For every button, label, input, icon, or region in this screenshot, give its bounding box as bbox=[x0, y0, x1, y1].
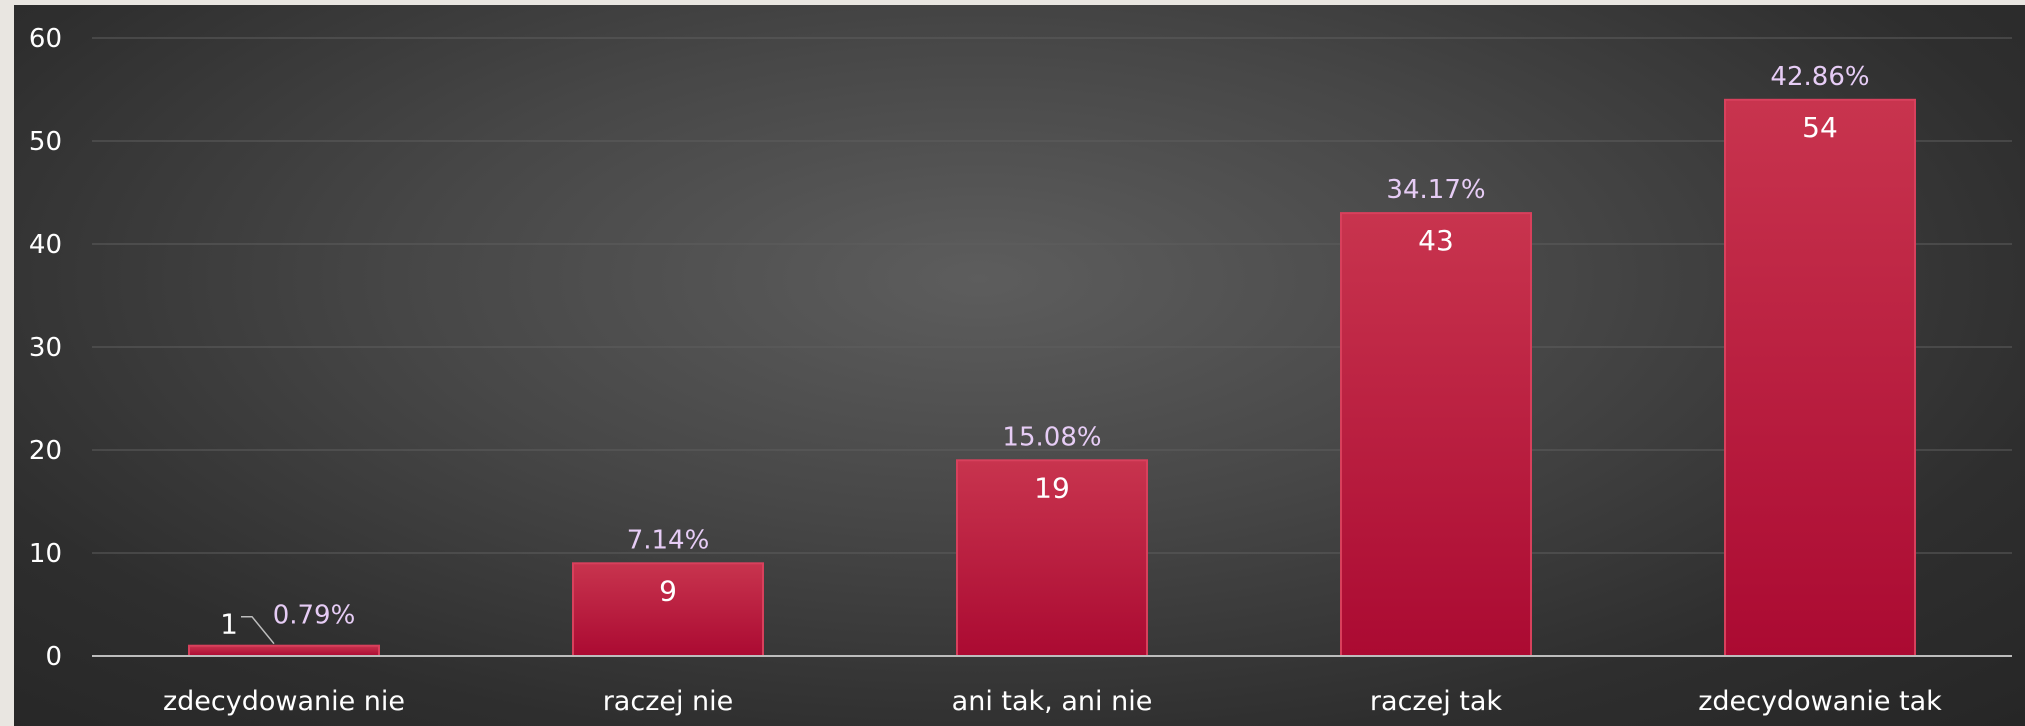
value-label: 54 bbox=[1802, 111, 1838, 144]
y-tick-label: 50 bbox=[29, 127, 62, 157]
value-label: 19 bbox=[1034, 471, 1070, 504]
bar bbox=[188, 644, 380, 658]
bar bbox=[956, 459, 1148, 657]
bar-chart: 0 10 20 30 40 50 60 1 0.79% 9 7.14% 19 15.08% 43 34.1… bbox=[29, 24, 2012, 717]
percent-label: 15.08% bbox=[1002, 422, 1101, 452]
y-tick-label: 0 bbox=[45, 642, 62, 672]
y-tick-label: 20 bbox=[29, 436, 62, 466]
bar bbox=[1724, 98, 1916, 658]
percent-label: 42.86% bbox=[1770, 62, 1869, 92]
category-label: ani tak, ani nie bbox=[952, 686, 1153, 717]
category-label: raczej tak bbox=[1370, 686, 1502, 717]
value-label: 1 bbox=[220, 608, 238, 641]
percent-label: 0.79% bbox=[273, 601, 356, 631]
bars bbox=[188, 98, 1916, 658]
value-label: 9 bbox=[659, 574, 677, 607]
y-tick-label: 30 bbox=[29, 333, 62, 363]
value-label: 43 bbox=[1418, 224, 1454, 257]
y-tick-label: 40 bbox=[29, 230, 62, 260]
category-label: zdecydowanie tak bbox=[1698, 686, 1942, 717]
x-axis-categories: zdecydowanie nie raczej nie ani tak, ani n… bbox=[163, 686, 1942, 717]
category-label: zdecydowanie nie bbox=[163, 686, 405, 717]
percent-label: 7.14% bbox=[627, 525, 710, 555]
y-tick-label: 10 bbox=[29, 539, 62, 569]
y-axis-ticks: 0 10 20 30 40 50 60 bbox=[29, 24, 62, 672]
chart-area: 0 10 20 30 40 50 60 1 0.79% 9 7.14% 19 15.08% 43 34.1… bbox=[14, 5, 2025, 726]
category-label: raczej nie bbox=[603, 686, 734, 717]
percent-label: 34.17% bbox=[1386, 175, 1485, 205]
leader-line bbox=[241, 615, 275, 645]
y-tick-label: 60 bbox=[29, 24, 62, 54]
bar bbox=[1340, 212, 1532, 657]
data-labels: 1 0.79% 9 7.14% 19 15.08% 43 34.17% 54 42.86% bbox=[220, 62, 1870, 645]
gridlines bbox=[92, 37, 2012, 554]
